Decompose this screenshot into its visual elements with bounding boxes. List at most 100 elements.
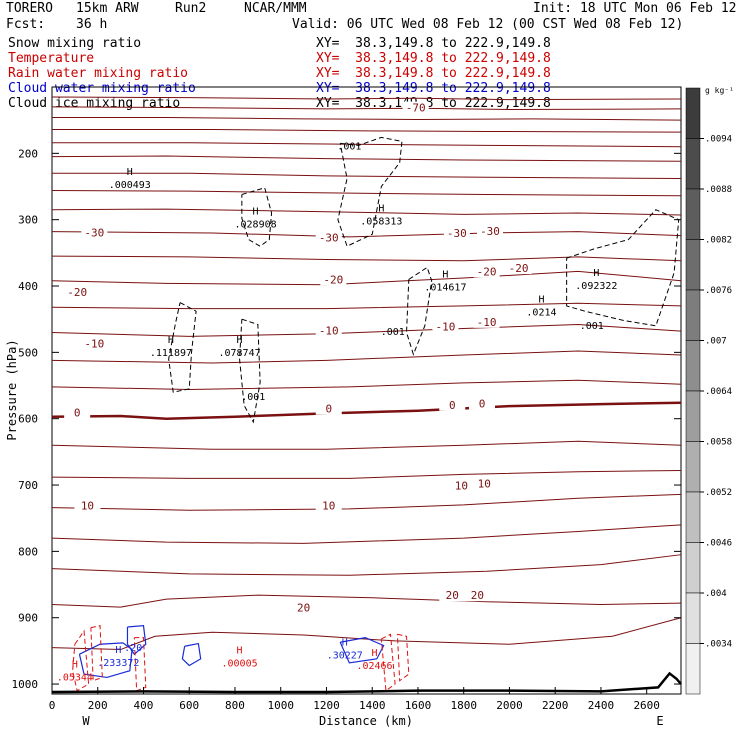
rain-max-value: .00005 [221,658,257,669]
contour-label-bg [402,101,429,114]
temperature-label: 10 [81,500,94,513]
colorbar-swatch [685,542,701,594]
colorbar: .0094 .0088 .0082 .0076 .007 .0064 .0058 .0052.… [685,87,732,695]
contour-label-bg [464,589,491,602]
y-tick-label: 900 [18,612,38,625]
temperature-label: -70 [406,102,426,115]
temperature-label: -30 [319,232,339,245]
isotherm-group [51,96,682,651]
isotherm-line [52,142,682,148]
contour-label-bg [471,477,498,490]
rain-max-value: .02466 [356,661,392,672]
freezing-isotherm [51,401,682,420]
temperature-label: 0 [479,397,486,410]
temperature-label: 20 [446,589,459,602]
contour-label-bg [320,273,347,286]
temperature-label: 20 [471,589,484,602]
y-tick-label: 500 [18,346,38,359]
east-end-label: E [656,714,663,728]
ice-max-value: .014617 [424,282,466,293]
colorbar-label: .004 [705,589,727,599]
colorbar-swatch [685,340,701,392]
temperature-label: -30 [480,225,500,238]
temperature-label: 10 [455,480,468,493]
colorbar-label: .0076 [705,286,732,296]
colorbar-unit: g kg⁻¹ [705,86,734,95]
contour-label-bg [473,315,500,328]
ice-max-value: .0214 [526,308,556,319]
ice-max-marker: H [253,206,259,217]
colorbar-label: .007 [705,337,727,347]
center-label: NCAR/MMM [244,1,307,16]
ice-max-marker: H [127,167,133,178]
terrain-line [51,671,682,694]
isotherm-line [51,524,682,544]
ice-max-value: .058313 [360,217,402,228]
y-tick-label: 800 [18,545,38,558]
x-tick-label: 1800 [450,699,477,712]
x-tick-label: 2200 [542,699,569,712]
isotherm-line [51,270,682,286]
ice-max-value: .028908 [234,219,276,230]
colorbar-label: .0094 [705,135,732,145]
x-tick-label: 0 [49,699,56,712]
field-xy: XY= 38.3,149.8 to 222.9,149.8 [316,81,551,96]
isotherm-line [51,469,682,479]
ice-max-value: .092322 [575,281,617,292]
x-tick-label: 600 [179,699,199,712]
contour-label-bg [443,226,470,239]
field-name: Temperature [8,51,95,66]
x-tick-label: 400 [134,699,154,712]
ice-max-value: .111897 [150,348,192,359]
isotherm-line [51,155,682,162]
west-end-label: W [82,714,90,728]
model-resolution: 15km ARW [76,1,139,16]
contour-label-bg [505,262,532,275]
contour-label-bg [448,479,475,492]
colorbar-label: .0064 [705,387,732,397]
x-axis-label: Distance (km) [319,714,413,728]
temperature-label: 10 [322,500,335,513]
rain-contour [396,633,410,682]
isotherm-line [51,106,682,111]
contour-label-bg [64,406,91,419]
ice-contour-label: .001 [381,327,405,338]
temperature-label: -20 [509,262,529,275]
contour-label-group: -30 -30 -30 -30 -20 -20 -20 -20 -10 -10 -10 -10 0 0 0 0… [57,101,617,683]
x-tick-label: 200 [88,699,108,712]
water-max-value: .233372 [97,658,139,669]
contour-label-bg [315,499,342,512]
temperature-label: -30 [84,226,104,239]
y-tick-label: 600 [18,413,38,426]
isotherm-line [51,231,682,238]
colorbar-swatch [685,289,701,341]
ice-max-marker: H [538,295,544,306]
water-max-value: .30227 [327,651,363,662]
colorbar-label: .0046 [705,539,732,549]
isotherm-line [51,302,682,310]
forecast-label: Fcst: [6,17,46,32]
ice-max-value: .000493 [109,180,151,191]
isotherm-line [51,350,682,364]
water-max-marker: H [115,645,121,656]
cloud-water-contour [339,636,385,664]
temperature-label: 0 [74,407,81,420]
contour-label-bg [81,226,108,239]
ice-contour-label: .001 [337,141,361,152]
colorbar-swatch [685,239,701,291]
field-name: Rain water mixing ratio [8,66,189,81]
isotherm-line [51,255,682,262]
colorbar-label: .0052 [705,488,732,498]
ice-max-marker: H [593,268,599,279]
init-time: Init: 18 UTC Mon 06 Feb 12 [533,1,737,16]
contour-label-bg [315,402,342,415]
colorbar-swatch [685,390,701,442]
isotherm-line [51,379,682,391]
rain-max-marker: H [237,645,243,656]
cloud-ice-contour [239,318,261,424]
contour-label-bg [432,320,459,333]
y-tick-label: 1000 [12,678,39,691]
isotherm-line [51,493,682,511]
x-tick-label: 1400 [359,699,386,712]
y-tick-label: 700 [18,479,38,492]
